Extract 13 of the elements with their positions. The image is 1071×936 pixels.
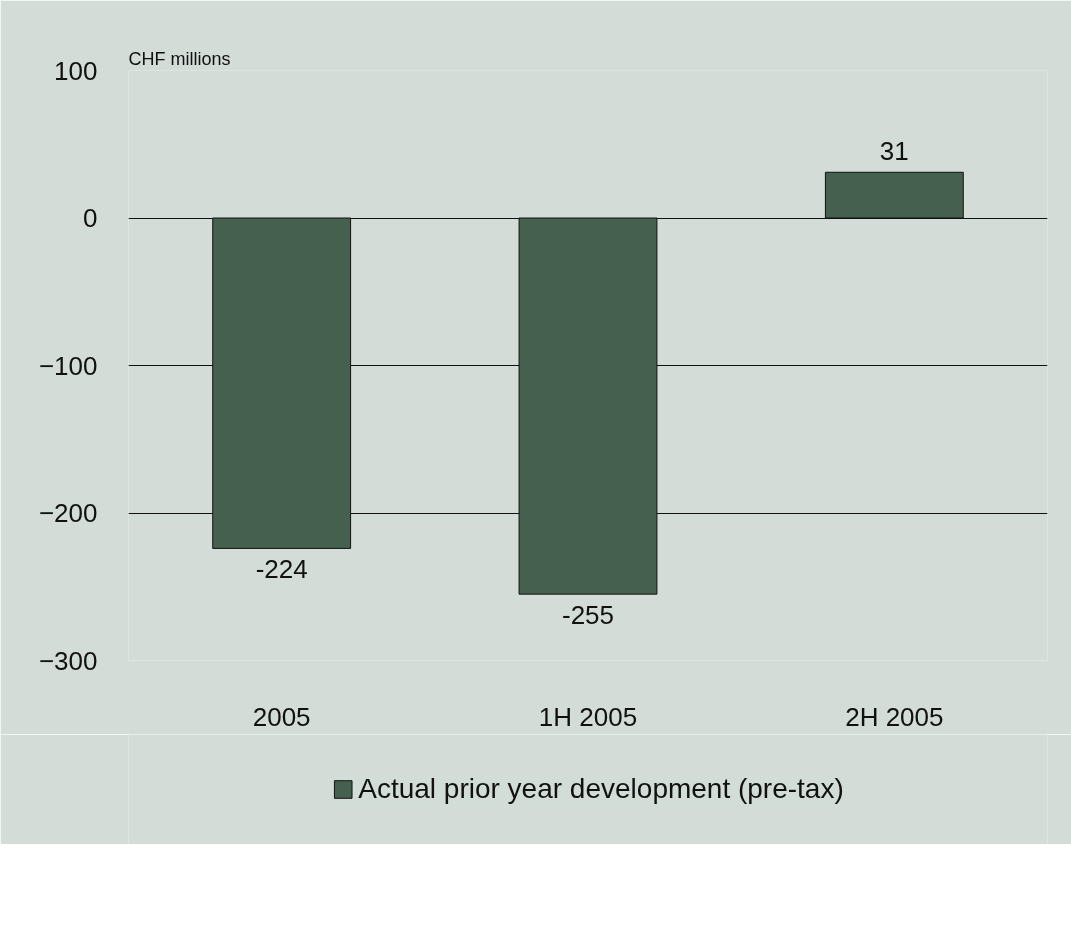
data-label: -224 (255, 554, 308, 585)
x-tick-label: 1H 2005 (538, 701, 638, 732)
y-tick-label: −200 (38, 498, 98, 528)
legend-label: Actual prior year development (pre-tax) (358, 773, 844, 805)
data-label: -255 (561, 600, 615, 631)
data-label: 31 (879, 136, 909, 167)
y-axis-title: CHF millions (128, 48, 231, 69)
y-tick-label: −100 (38, 350, 98, 381)
y-tick-label: 0 (83, 203, 98, 233)
x-tick-label: 2H 2005 (845, 701, 944, 732)
x-tick-label: 2005 (252, 701, 311, 732)
y-tick-label: −300 (38, 645, 98, 676)
y-tick-label: 100 (54, 55, 98, 86)
